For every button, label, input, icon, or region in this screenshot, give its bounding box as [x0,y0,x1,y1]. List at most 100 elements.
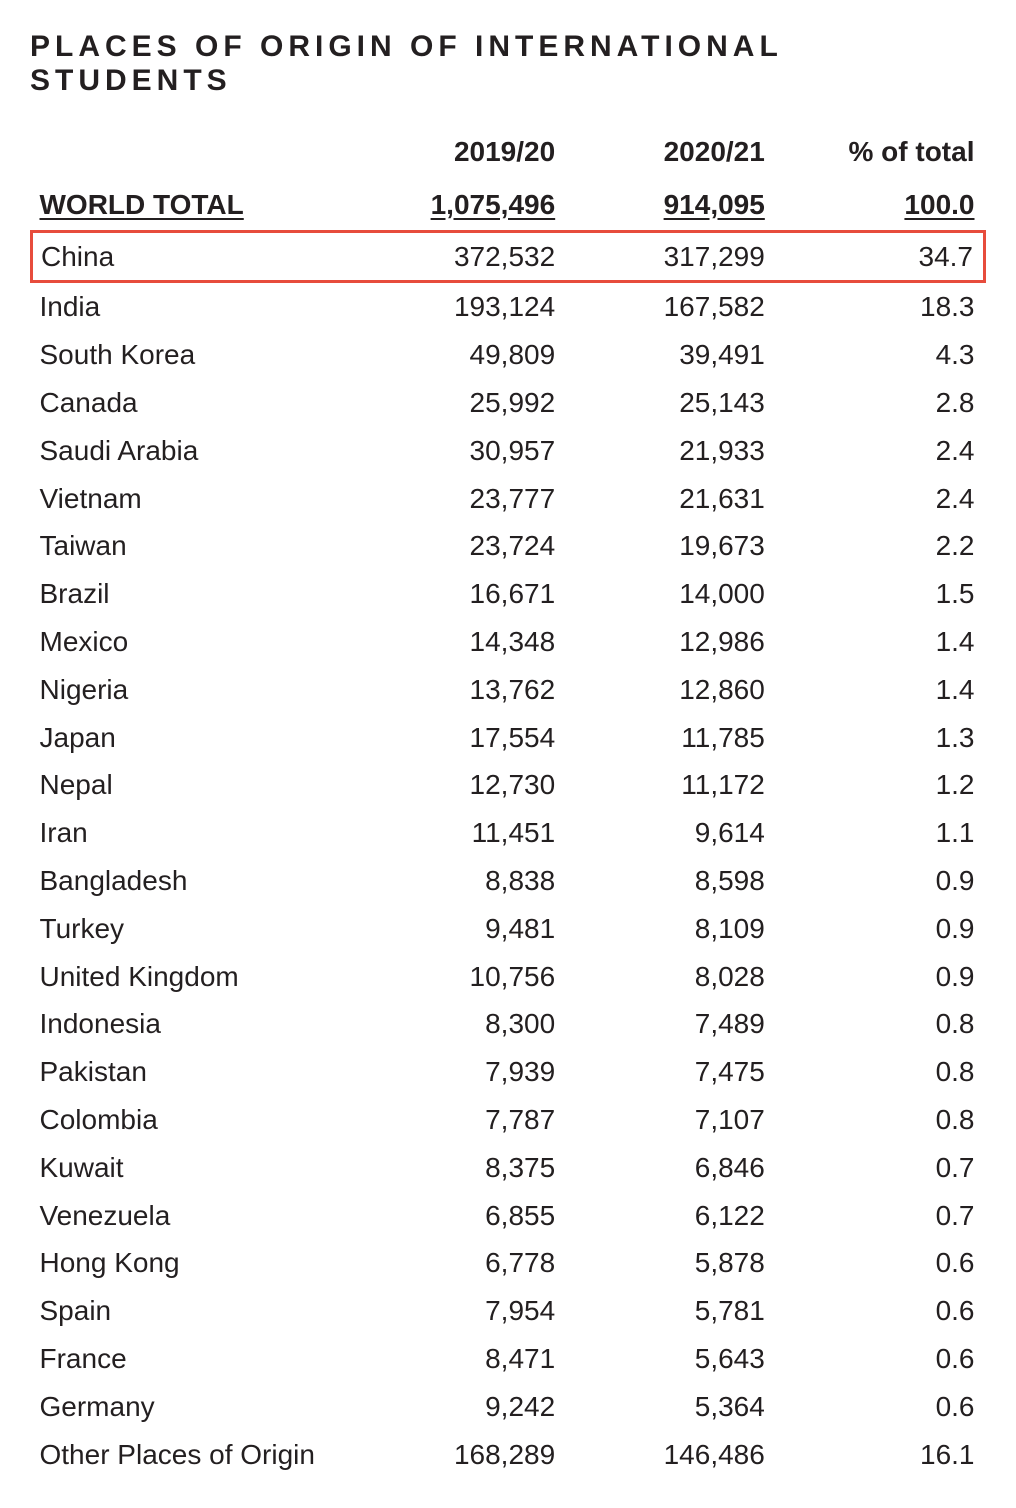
cell-country: Saudi Arabia [32,427,356,475]
cell-pct: 0.9 [775,953,985,1001]
cell-2019-20: 6,778 [356,1239,566,1287]
cell-2020-21: 8,598 [565,857,775,905]
cell-country: Taiwan [32,522,356,570]
cell-2019-20: 10,756 [356,953,566,1001]
cell-2020-21: 8,109 [565,905,775,953]
cell-2019-20: 23,777 [356,475,566,523]
cell-pct: 0.6 [775,1335,985,1383]
cell-pct: 0.6 [775,1239,985,1287]
table-row: Nigeria13,76212,8601.4 [32,666,985,714]
cell-2020-21: 317,299 [565,231,775,282]
table-row: Taiwan23,72419,6732.2 [32,522,985,570]
cell-2019-20: 7,939 [356,1048,566,1096]
cell-pct: 0.8 [775,1048,985,1096]
cell-pct: 2.4 [775,475,985,523]
cell-2020-21: 25,143 [565,379,775,427]
table-row: Bangladesh8,8388,5980.9 [32,857,985,905]
cell-pct: 1.5 [775,570,985,618]
cell-pct: 2.4 [775,427,985,475]
table-row: Spain7,9545,7810.6 [32,1287,985,1335]
cell-country: Japan [32,714,356,762]
cell-country: Iran [32,809,356,857]
cell-country: South Korea [32,331,356,379]
cell-2019-20: 372,532 [356,231,566,282]
cell-2020-21: 11,785 [565,714,775,762]
table-row: Brazil16,67114,0001.5 [32,570,985,618]
cell-2020-21: 14,000 [565,570,775,618]
table-row: Nepal12,73011,1721.2 [32,761,985,809]
cell-pct: 1.1 [775,809,985,857]
table-row: Turkey9,4818,1090.9 [32,905,985,953]
cell-country: Turkey [32,905,356,953]
table-row: Iran11,4519,6141.1 [32,809,985,857]
cell-2019-20: 11,451 [356,809,566,857]
cell-pct: 0.8 [775,1096,985,1144]
cell-country: Germany [32,1383,356,1431]
cell-country: United Kingdom [32,953,356,1001]
cell-pct: 2.2 [775,522,985,570]
table-row-highlighted: China372,532317,29934.7 [32,231,985,282]
cell-2019-20: 7,787 [356,1096,566,1144]
cell-country: Mexico [32,618,356,666]
cell-country: Brazil [32,570,356,618]
cell-2019-20: 12,730 [356,761,566,809]
cell-2020-21: 11,172 [565,761,775,809]
table-body: WORLD TOTAL 1,075,496 914,095 100.0 Chin… [32,181,985,1479]
cell-2020-21: 5,364 [565,1383,775,1431]
cell-2020-21: 7,475 [565,1048,775,1096]
cell-country: Spain [32,1287,356,1335]
cell-2020-21: 5,643 [565,1335,775,1383]
table-row: France8,4715,6430.6 [32,1335,985,1383]
world-total-pct: 100.0 [775,181,985,231]
cell-2019-20: 9,481 [356,905,566,953]
table-header-row: 2019/20 2020/21 % of total [32,128,985,181]
cell-2019-20: 25,992 [356,379,566,427]
cell-2020-21: 21,933 [565,427,775,475]
table-row: Indonesia8,3007,4890.8 [32,1000,985,1048]
cell-2019-20: 8,838 [356,857,566,905]
table-row: Germany9,2425,3640.6 [32,1383,985,1431]
cell-2020-21: 6,846 [565,1144,775,1192]
table-row: Colombia7,7877,1070.8 [32,1096,985,1144]
cell-country: Nepal [32,761,356,809]
cell-country: Indonesia [32,1000,356,1048]
col-header-2019-20: 2019/20 [356,128,566,181]
cell-country: Nigeria [32,666,356,714]
world-total-2020-21: 914,095 [565,181,775,231]
cell-2020-21: 12,860 [565,666,775,714]
cell-2019-20: 8,471 [356,1335,566,1383]
table-row: Venezuela6,8556,1220.7 [32,1192,985,1240]
cell-2019-20: 6,855 [356,1192,566,1240]
table-row: Hong Kong6,7785,8780.6 [32,1239,985,1287]
cell-pct: 0.6 [775,1287,985,1335]
cell-country: Other Places of Origin [32,1431,356,1479]
cell-2019-20: 13,762 [356,666,566,714]
world-total-row: WORLD TOTAL 1,075,496 914,095 100.0 [32,181,985,231]
cell-2019-20: 7,954 [356,1287,566,1335]
cell-2019-20: 23,724 [356,522,566,570]
world-total-label: WORLD TOTAL [32,181,356,231]
cell-2019-20: 30,957 [356,427,566,475]
cell-pct: 34.7 [775,231,985,282]
cell-pct: 2.8 [775,379,985,427]
cell-country: Hong Kong [32,1239,356,1287]
cell-2019-20: 8,375 [356,1144,566,1192]
page-title: PLACES OF ORIGIN OF INTERNATIONAL STUDEN… [30,30,986,98]
cell-country: Pakistan [32,1048,356,1096]
cell-2020-21: 19,673 [565,522,775,570]
cell-2020-21: 167,582 [565,282,775,331]
cell-2019-20: 9,242 [356,1383,566,1431]
cell-country: Bangladesh [32,857,356,905]
cell-pct: 0.6 [775,1383,985,1431]
cell-pct: 0.7 [775,1144,985,1192]
cell-country: Kuwait [32,1144,356,1192]
cell-2020-21: 8,028 [565,953,775,1001]
cell-pct: 4.3 [775,331,985,379]
table-row: Vietnam23,77721,6312.4 [32,475,985,523]
cell-2019-20: 49,809 [356,331,566,379]
cell-2020-21: 7,107 [565,1096,775,1144]
table-row: Pakistan7,9397,4750.8 [32,1048,985,1096]
table-row: Japan17,55411,7851.3 [32,714,985,762]
cell-pct: 18.3 [775,282,985,331]
table-row: India193,124167,58218.3 [32,282,985,331]
